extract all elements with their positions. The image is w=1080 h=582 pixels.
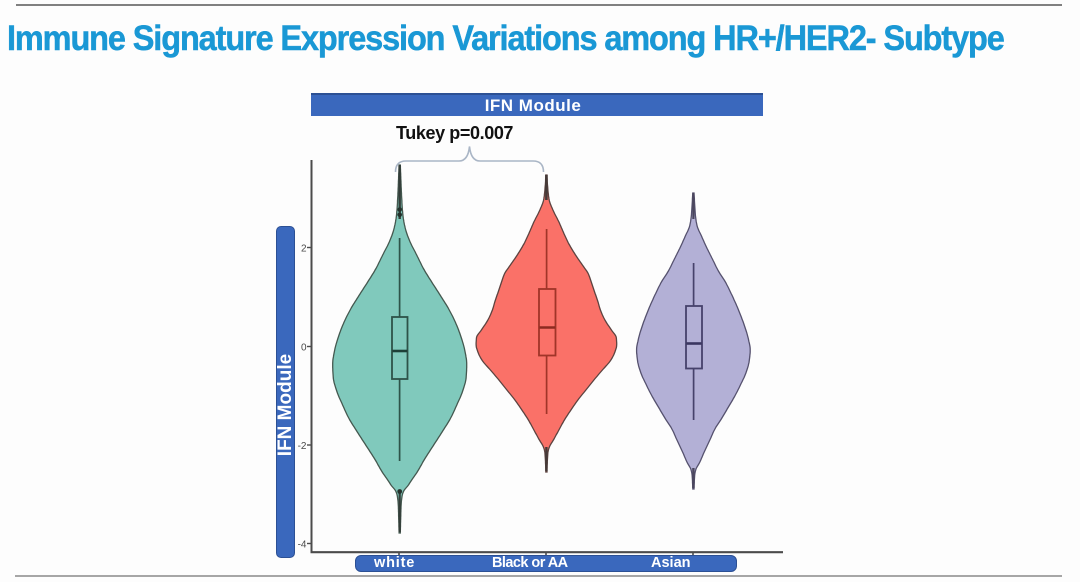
svg-text:-4: -4	[298, 540, 307, 551]
svg-text:2: 2	[301, 244, 307, 255]
svg-text:0: 0	[301, 343, 307, 354]
svg-text:-2: -2	[298, 441, 307, 452]
